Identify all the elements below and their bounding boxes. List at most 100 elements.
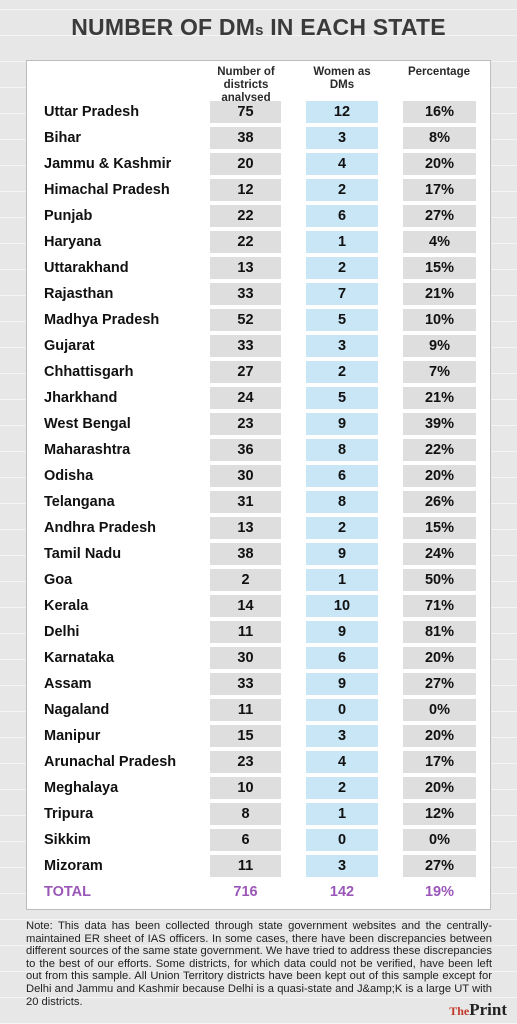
women-dms-cell: 4 bbox=[306, 751, 378, 773]
districts-cell: 12 bbox=[210, 179, 281, 201]
percentage-cell: 12% bbox=[403, 803, 476, 825]
table-row: Jharkhand 24 5 21% bbox=[0, 387, 517, 409]
districts-cell: 8 bbox=[210, 803, 281, 825]
districts-cell: 20 bbox=[210, 153, 281, 175]
women-dms-cell: 2 bbox=[306, 517, 378, 539]
districts-cell: 15 bbox=[210, 725, 281, 747]
percentage-cell: 21% bbox=[403, 387, 476, 409]
women-dms-cell: 3 bbox=[306, 725, 378, 747]
state-name: Nagaland bbox=[44, 702, 110, 718]
table-row: Arunachal Pradesh 23 4 17% bbox=[0, 751, 517, 773]
districts-cell: 13 bbox=[210, 517, 281, 539]
table-row: Chhattisgarh 27 2 7% bbox=[0, 361, 517, 383]
state-name: Mizoram bbox=[44, 858, 103, 874]
table-row: Telangana 31 8 26% bbox=[0, 491, 517, 513]
table-row: Madhya Pradesh 52 5 10% bbox=[0, 309, 517, 331]
districts-cell: 36 bbox=[210, 439, 281, 461]
women-dms-cell: 9 bbox=[306, 673, 378, 695]
women-dms-cell: 9 bbox=[306, 543, 378, 565]
districts-cell: 6 bbox=[210, 829, 281, 851]
table-row: Bihar 38 3 8% bbox=[0, 127, 517, 149]
women-dms-cell: 5 bbox=[306, 387, 378, 409]
state-name: Jammu & Kashmir bbox=[44, 156, 172, 172]
percentage-cell: 4% bbox=[403, 231, 476, 253]
women-dms-cell: 0 bbox=[306, 699, 378, 721]
women-dms-cell: 3 bbox=[306, 335, 378, 357]
page-title: NUMBER OF DMs IN EACH STATE bbox=[71, 14, 446, 40]
table-row: Jammu & Kashmir 20 4 20% bbox=[0, 153, 517, 175]
state-name: Madhya Pradesh bbox=[44, 312, 160, 328]
percentage-cell: 8% bbox=[403, 127, 476, 149]
state-name: Himachal Pradesh bbox=[44, 182, 170, 198]
table-row: Punjab 22 6 27% bbox=[0, 205, 517, 227]
table-row: Himachal Pradesh 12 2 17% bbox=[0, 179, 517, 201]
percentage-cell: 17% bbox=[403, 751, 476, 773]
percentage-cell: 19% bbox=[424, 884, 455, 900]
table-row: Sikkim 6 0 0% bbox=[0, 829, 517, 851]
districts-cell: 23 bbox=[210, 751, 281, 773]
districts-cell: 2 bbox=[210, 569, 281, 591]
women-dms-cell: 2 bbox=[306, 179, 378, 201]
districts-cell: 52 bbox=[210, 309, 281, 331]
districts-cell: 11 bbox=[210, 855, 281, 877]
women-dms-cell: 2 bbox=[306, 777, 378, 799]
theprint-logo: ThePrint bbox=[449, 1000, 507, 1019]
districts-cell: 33 bbox=[210, 283, 281, 305]
women-dms-cell: 3 bbox=[306, 855, 378, 877]
state-name: Uttarakhand bbox=[44, 260, 129, 276]
women-dms-cell: 8 bbox=[306, 439, 378, 461]
women-dms-cell: 2 bbox=[306, 361, 378, 383]
percentage-cell: 7% bbox=[403, 361, 476, 383]
districts-cell: 22 bbox=[210, 205, 281, 227]
table-row: Odisha 30 6 20% bbox=[0, 465, 517, 487]
women-dms-cell: 4 bbox=[306, 153, 378, 175]
women-dms-cell: 6 bbox=[306, 647, 378, 669]
state-name: Gujarat bbox=[44, 338, 95, 354]
districts-cell: 38 bbox=[210, 543, 281, 565]
table-row: Uttarakhand 13 2 15% bbox=[0, 257, 517, 279]
table-row: Assam 33 9 27% bbox=[0, 673, 517, 695]
state-name: Uttar Pradesh bbox=[44, 104, 140, 120]
state-name: Punjab bbox=[44, 208, 93, 224]
percentage-cell: 21% bbox=[403, 283, 476, 305]
percentage-cell: 16% bbox=[403, 101, 476, 123]
state-name: Haryana bbox=[44, 234, 102, 250]
state-name: Goa bbox=[44, 572, 73, 588]
table-row: Tripura 8 1 12% bbox=[0, 803, 517, 825]
state-name: Arunachal Pradesh bbox=[44, 754, 177, 770]
header-women: Women as DMs bbox=[313, 66, 371, 91]
women-dms-cell: 3 bbox=[306, 127, 378, 149]
table-row: Maharashtra 36 8 22% bbox=[0, 439, 517, 461]
total-label: TOTAL bbox=[44, 884, 91, 900]
percentage-cell: 27% bbox=[403, 673, 476, 695]
percentage-cell: 20% bbox=[403, 777, 476, 799]
districts-cell: 30 bbox=[210, 647, 281, 669]
table-row: Goa 2 1 50% bbox=[0, 569, 517, 591]
table-row: Meghalaya 10 2 20% bbox=[0, 777, 517, 799]
women-dms-cell: 10 bbox=[306, 595, 378, 617]
state-name: Andhra Pradesh bbox=[44, 520, 156, 536]
state-name: Telangana bbox=[44, 494, 115, 510]
districts-cell: 14 bbox=[210, 595, 281, 617]
percentage-cell: 20% bbox=[403, 725, 476, 747]
table-row: Haryana 22 1 4% bbox=[0, 231, 517, 253]
percentage-cell: 81% bbox=[403, 621, 476, 643]
districts-cell: 10 bbox=[210, 777, 281, 799]
state-name: Tamil Nadu bbox=[44, 546, 122, 562]
table-row: Delhi 11 9 81% bbox=[0, 621, 517, 643]
women-dms-cell: 1 bbox=[306, 231, 378, 253]
percentage-cell: 15% bbox=[403, 257, 476, 279]
percentage-cell: 22% bbox=[403, 439, 476, 461]
percentage-cell: 39% bbox=[403, 413, 476, 435]
table-row: Tamil Nadu 38 9 24% bbox=[0, 543, 517, 565]
districts-cell: 38 bbox=[210, 127, 281, 149]
state-name: Jharkhand bbox=[44, 390, 118, 406]
women-dms-cell: 7 bbox=[306, 283, 378, 305]
percentage-cell: 26% bbox=[403, 491, 476, 513]
percentage-cell: 10% bbox=[403, 309, 476, 331]
table-row: Uttar Pradesh 75 12 16% bbox=[0, 101, 517, 123]
total-row: TOTAL 716 142 19% bbox=[0, 881, 517, 903]
districts-cell: 33 bbox=[210, 335, 281, 357]
table-row: Rajasthan 33 7 21% bbox=[0, 283, 517, 305]
